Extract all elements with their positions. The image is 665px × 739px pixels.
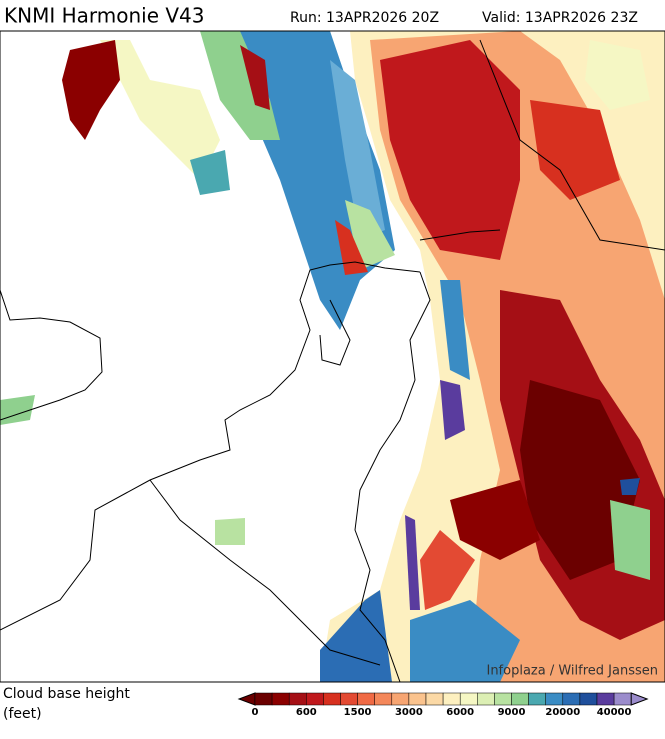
coastline xyxy=(319,299,351,366)
colorbar-bin xyxy=(391,692,410,706)
cloud-field-highest xyxy=(620,478,640,495)
colorbar-bin xyxy=(442,692,461,706)
cloud-field-high xyxy=(330,60,385,240)
colorbar-tick-label: 9000 xyxy=(498,707,526,718)
colorbar-bin xyxy=(528,692,546,706)
colorbar-bin xyxy=(596,692,615,706)
cloud-field-high xyxy=(410,600,520,682)
colorbar-tick-label: 0 xyxy=(252,707,259,718)
colorbar-bin xyxy=(306,692,324,706)
legend-unit: (feet) xyxy=(3,706,42,722)
cloud-field-high xyxy=(200,31,280,140)
cloud-field-high xyxy=(190,150,230,195)
colorbar-bin xyxy=(340,692,358,706)
colorbar-arrow-right xyxy=(630,692,649,706)
coastline xyxy=(0,261,421,631)
colorbar-bin xyxy=(613,692,632,706)
valid-time: Valid: 13APR2026 23Z xyxy=(482,10,638,26)
cloud-field-lowest xyxy=(62,40,120,140)
colorbar-bin xyxy=(374,692,393,706)
colorbar-bin xyxy=(545,692,564,706)
cloud-field-low xyxy=(240,45,270,110)
colorbar: 0 600 1500 3000 6000 9000 20000 40000 xyxy=(237,692,649,718)
colorbar-bin xyxy=(288,692,307,706)
colorbar-tick-label: 6000 xyxy=(446,707,474,718)
border xyxy=(149,479,381,666)
cloud-field-high xyxy=(100,40,220,180)
run-time: Run: 13APR2026 20Z xyxy=(290,10,439,26)
cloud-field-low xyxy=(380,40,520,260)
colorbar-tick-label: 3000 xyxy=(395,707,423,718)
colorbar-tick-label: 600 xyxy=(296,707,317,718)
cloud-field-highest xyxy=(405,515,420,610)
colorbar-bin xyxy=(511,692,529,706)
colorbar-bin xyxy=(271,692,290,706)
colorbar-bin xyxy=(254,692,273,706)
cloud-field-highest xyxy=(440,380,465,440)
colorbar-bin xyxy=(408,692,427,706)
border xyxy=(419,39,665,251)
cloud-field-lowest xyxy=(520,380,640,580)
colorbar-bin xyxy=(477,692,495,706)
cloud-field-low xyxy=(420,530,475,610)
legend-title: Cloud base height xyxy=(3,686,130,702)
border xyxy=(354,271,431,682)
cloud-field-high xyxy=(320,590,392,682)
colorbar-bin xyxy=(579,692,598,706)
colorbar-bin xyxy=(425,692,444,706)
cloud-field-high xyxy=(610,500,650,580)
watermark: Infoplaza / Wilfred Janssen xyxy=(486,664,658,679)
colorbar-tick-label: 1500 xyxy=(344,707,372,718)
cloud-field-low xyxy=(530,100,620,200)
cloud-field-high xyxy=(215,518,245,545)
cloud-field-low xyxy=(335,220,368,275)
colorbar-tick-label: 40000 xyxy=(597,707,632,718)
cloud-field-high xyxy=(440,280,470,380)
colorbar-bin xyxy=(357,692,375,706)
colorbar-tick-label: 20000 xyxy=(545,707,580,718)
colorbar-bin xyxy=(459,692,478,706)
map: Infoplaza / Wilfred Janssen xyxy=(0,30,665,683)
cloud-field-high xyxy=(585,40,650,110)
map-title: KNMI Harmonie V43 xyxy=(4,4,205,28)
cloud-field-lowest xyxy=(450,480,540,560)
coastline xyxy=(0,289,103,421)
colorbar-bin xyxy=(562,692,581,706)
colorbar-bin xyxy=(323,692,341,706)
colorbar-bin xyxy=(494,692,512,706)
map-frame xyxy=(0,30,665,683)
